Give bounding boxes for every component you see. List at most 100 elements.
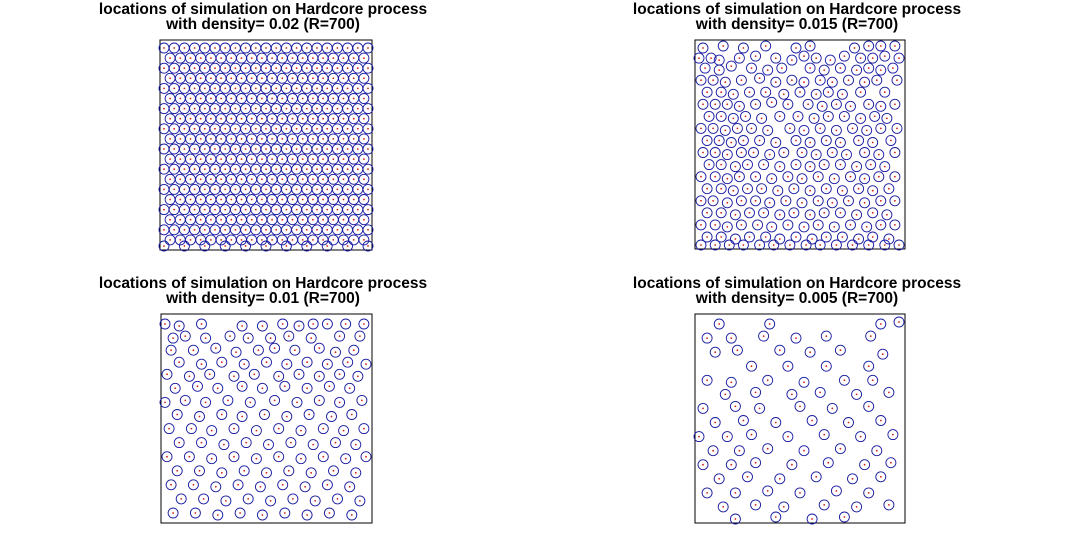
data-point (295, 425, 307, 437)
data-point (185, 234, 196, 246)
data-point (814, 239, 826, 251)
data-point (219, 103, 231, 115)
data-point (189, 103, 201, 115)
data-point (342, 356, 354, 368)
data-point (240, 437, 252, 449)
data-point (280, 224, 292, 236)
data-point (338, 72, 349, 84)
data-point (889, 147, 901, 158)
data-point (266, 133, 278, 145)
data-point (307, 133, 319, 145)
data-point (189, 507, 201, 519)
data-point (225, 52, 237, 64)
data-point (709, 239, 721, 251)
data-point (851, 209, 863, 221)
data-point (721, 197, 733, 209)
data-point (820, 135, 832, 146)
data-point (853, 135, 865, 146)
data-point (250, 224, 262, 236)
data-point (855, 52, 867, 64)
data-point (215, 153, 227, 165)
data-point (729, 487, 741, 499)
data-point (209, 183, 221, 195)
data-point (331, 42, 343, 54)
data-point (229, 82, 241, 94)
data-point (869, 110, 881, 122)
data-point (260, 224, 272, 236)
data-point (295, 453, 307, 465)
data-point (266, 234, 278, 246)
data-point (362, 183, 374, 195)
data-point (194, 411, 205, 422)
data-point (740, 110, 751, 122)
data-point (270, 103, 282, 115)
data-point (826, 76, 838, 88)
data-point (164, 113, 176, 125)
data-point (199, 103, 211, 115)
data-point (865, 330, 877, 342)
data-point (867, 231, 879, 243)
data-point (240, 62, 252, 74)
data-point (762, 124, 774, 136)
data-point (174, 52, 186, 64)
data-point (358, 173, 370, 185)
data-point (321, 318, 333, 330)
data-point (802, 98, 814, 110)
chart-title: locations of simulation on Hardcore proc… (632, 1, 962, 18)
data-point (352, 224, 364, 236)
data-point (344, 481, 356, 493)
data-point (301, 204, 313, 216)
data-point (313, 370, 325, 382)
data-point (834, 62, 846, 74)
data-point (301, 183, 313, 195)
data-point (709, 417, 721, 428)
data-point (178, 123, 190, 135)
data-point (301, 356, 313, 368)
data-point (225, 113, 237, 125)
data-point (725, 459, 737, 471)
data-point (236, 93, 247, 104)
data-point (717, 501, 729, 513)
data-point (838, 50, 850, 62)
data-point (733, 52, 745, 64)
data-point (818, 159, 830, 171)
data-point (729, 513, 741, 525)
data-point (317, 423, 329, 435)
data-point (750, 499, 762, 511)
data-point (750, 195, 762, 207)
data-point (750, 386, 762, 398)
data-point (195, 194, 207, 205)
data-point (701, 135, 713, 146)
data-point (875, 100, 887, 112)
data-point (305, 332, 317, 344)
data-point (279, 380, 291, 392)
data-point (709, 98, 721, 110)
data-point (873, 171, 885, 183)
data-point (810, 88, 822, 100)
data-point (195, 113, 207, 125)
data-point (236, 194, 247, 205)
data-point (167, 507, 179, 519)
data-point (348, 113, 360, 125)
data-point (794, 400, 806, 412)
data-point (219, 224, 231, 236)
data-point (350, 439, 362, 451)
data-point (744, 86, 755, 98)
data-point (185, 214, 196, 226)
data-point (327, 194, 339, 205)
data-point (348, 153, 360, 165)
data-point (250, 123, 262, 135)
data-point (342, 123, 354, 135)
data-point (327, 234, 339, 246)
data-point (178, 143, 190, 155)
data-point (331, 204, 343, 216)
data-point (236, 133, 247, 145)
data-point (189, 143, 201, 155)
data-point (215, 173, 227, 185)
data-point (254, 481, 266, 493)
data-point (863, 360, 875, 372)
data-point (334, 330, 346, 342)
data-point (841, 149, 852, 161)
data-point (229, 103, 241, 115)
data-point (742, 183, 753, 195)
